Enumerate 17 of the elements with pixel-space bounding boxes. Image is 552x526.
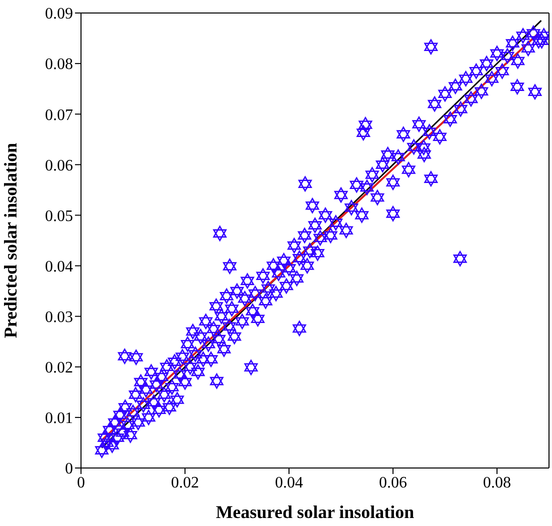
y-tick-label: 0.03 — [45, 309, 73, 326]
x-tick-label: 0.08 — [483, 474, 511, 492]
y-axis-title: Predicted solar insolation — [0, 142, 20, 338]
x-tick-label: 0.02 — [171, 474, 199, 492]
y-tick-label: 0.05 — [45, 208, 73, 225]
y-tick-label: 0.04 — [45, 258, 73, 276]
y-tick-label: 0.02 — [45, 360, 73, 377]
y-tick-label: 0 — [65, 460, 73, 478]
y-tick-label: 0.09 — [45, 6, 73, 23]
x-axis-title: Measured solar insolation — [216, 502, 414, 522]
y-tick-label: 0.07 — [45, 106, 73, 124]
y-tick-label: 0.06 — [45, 157, 73, 174]
x-tick-label: 0.04 — [275, 474, 303, 492]
x-tick-label: 0 — [77, 474, 85, 492]
y-tick-label: 0.01 — [45, 410, 73, 428]
y-tick-label: 0.08 — [45, 56, 73, 74]
x-tick-label: 0.06 — [379, 474, 407, 492]
